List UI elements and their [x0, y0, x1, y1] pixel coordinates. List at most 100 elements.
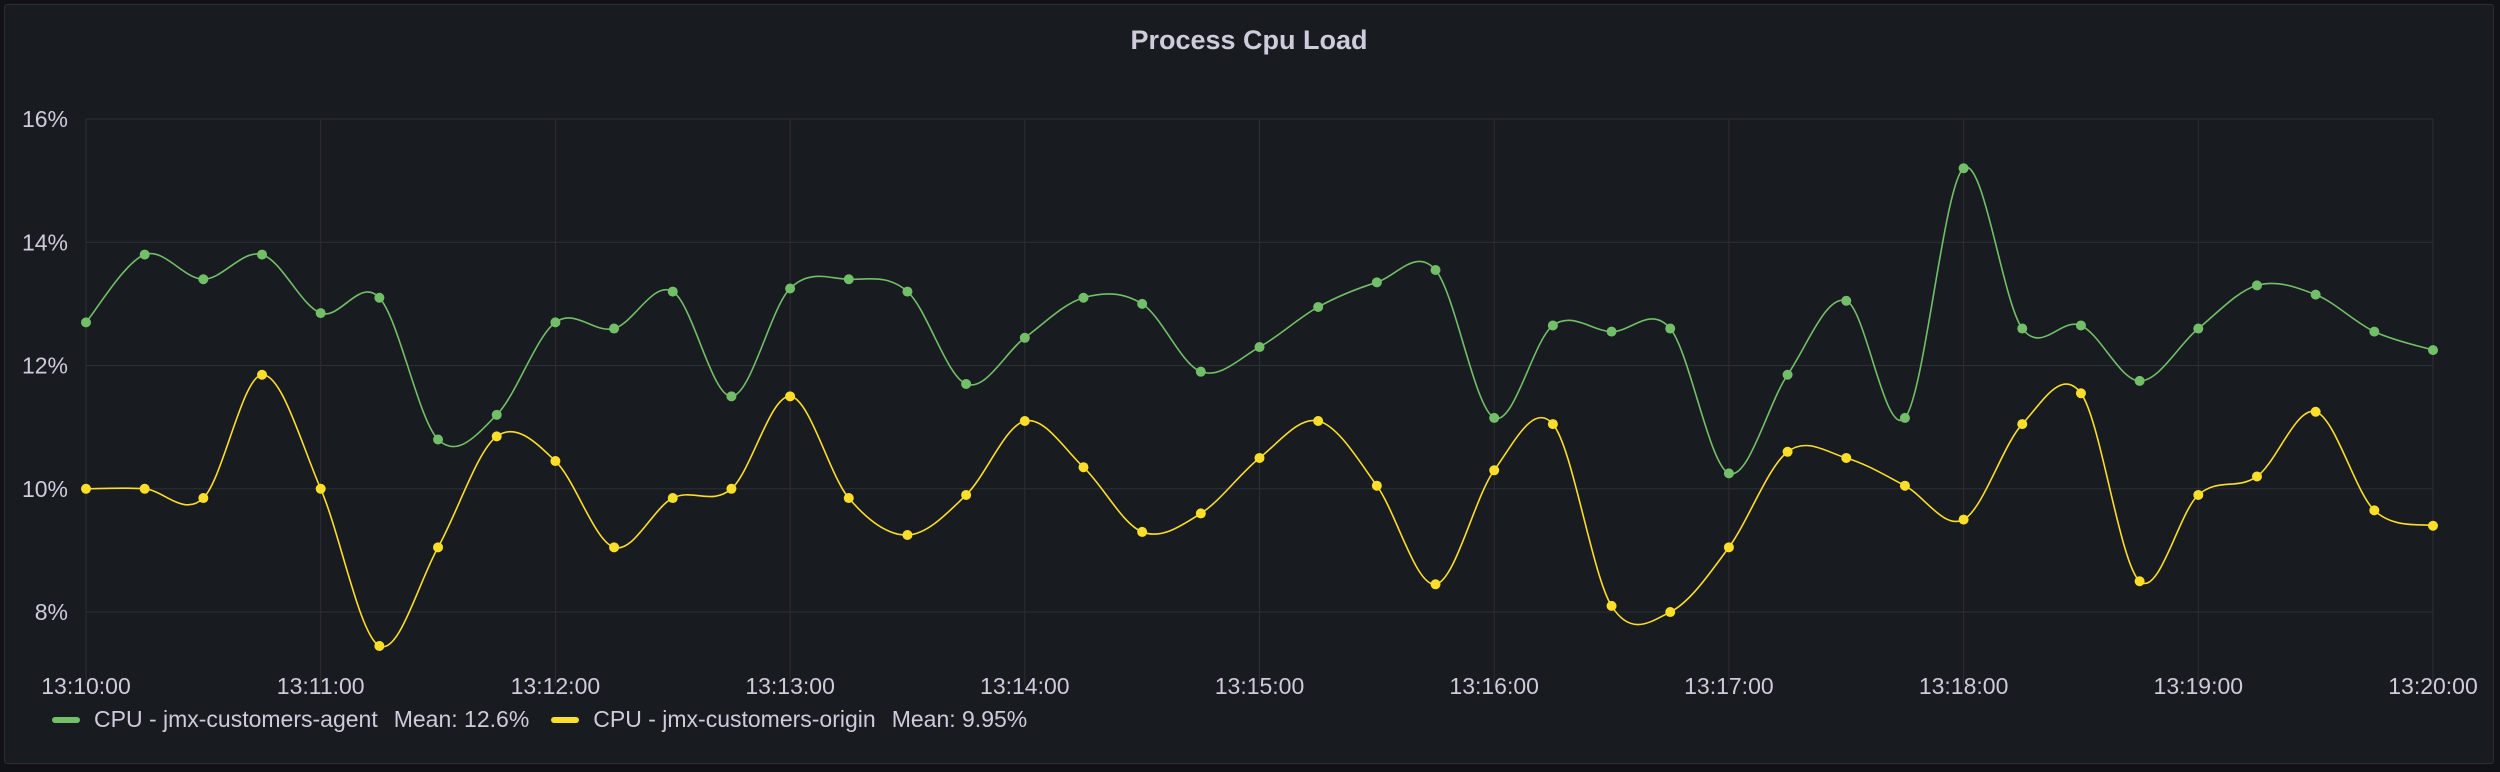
y-tick-label: 10%	[22, 476, 68, 502]
data-point[interactable]	[785, 283, 796, 294]
data-point[interactable]	[1665, 607, 1676, 618]
data-point[interactable]	[2134, 576, 2145, 587]
data-point[interactable]	[1723, 542, 1734, 553]
data-point[interactable]	[1078, 462, 1089, 473]
data-point[interactable]	[726, 483, 737, 494]
data-point[interactable]	[2134, 375, 2145, 386]
data-point[interactable]	[81, 317, 91, 328]
data-point[interactable]	[843, 274, 854, 285]
data-point[interactable]	[2369, 505, 2380, 516]
legend-swatch-origin	[551, 716, 580, 723]
data-point[interactable]	[1137, 526, 1148, 537]
data-point[interactable]	[374, 640, 385, 651]
data-point[interactable]	[1547, 320, 1558, 331]
data-point[interactable]	[257, 369, 268, 380]
data-point[interactable]	[2193, 323, 2204, 334]
data-point[interactable]	[1782, 369, 1793, 380]
data-point[interactable]	[2310, 289, 2321, 300]
data-point[interactable]	[609, 323, 620, 334]
data-point[interactable]	[2251, 471, 2262, 482]
data-point[interactable]	[1723, 468, 1734, 479]
data-point[interactable]	[1430, 264, 1441, 275]
y-tick-label: 8%	[35, 599, 68, 625]
data-point[interactable]	[667, 286, 678, 297]
data-point[interactable]	[1313, 415, 1324, 426]
data-point[interactable]	[1899, 412, 1910, 423]
data-point[interactable]	[1137, 298, 1148, 309]
data-point[interactable]	[785, 391, 796, 402]
data-point[interactable]	[1019, 415, 1030, 426]
data-point[interactable]	[2310, 406, 2321, 417]
data-point[interactable]	[961, 489, 972, 500]
data-point[interactable]	[550, 317, 561, 328]
data-point[interactable]	[1606, 600, 1617, 611]
legend-item-origin[interactable]: CPU - jmx-customers-origin Mean: 9.95%	[551, 706, 1027, 733]
data-point[interactable]	[609, 542, 620, 553]
data-point[interactable]	[1371, 480, 1382, 491]
data-point[interactable]	[1841, 452, 1852, 463]
x-tick-label: 13:14:00	[980, 673, 1070, 699]
legend: CPU - jmx-customers-agent Mean: 12.6% CP…	[52, 706, 1049, 733]
data-point[interactable]	[1782, 446, 1793, 457]
data-point[interactable]	[2075, 388, 2086, 399]
data-point[interactable]	[315, 483, 326, 494]
data-point[interactable]	[1958, 163, 1969, 174]
data-point[interactable]	[1254, 342, 1265, 353]
data-point[interactable]	[315, 308, 326, 319]
data-point[interactable]	[1606, 326, 1617, 337]
data-point[interactable]	[1078, 292, 1089, 303]
data-point[interactable]	[433, 542, 444, 553]
data-point[interactable]	[1841, 295, 1852, 306]
data-point[interactable]	[1019, 332, 1030, 343]
data-point[interactable]	[81, 483, 91, 494]
data-point[interactable]	[2017, 419, 2028, 430]
data-point[interactable]	[2251, 280, 2262, 291]
data-point[interactable]	[1313, 301, 1324, 312]
x-tick-label: 13:20:00	[2388, 673, 2478, 699]
legend-mean-origin: Mean: 9.95%	[891, 706, 1028, 732]
data-point[interactable]	[1547, 419, 1558, 430]
x-tick-label: 13:18:00	[1919, 673, 2009, 699]
legend-swatch-agent	[52, 716, 80, 723]
data-point[interactable]	[433, 434, 444, 445]
data-point[interactable]	[1371, 277, 1382, 288]
data-point[interactable]	[902, 530, 913, 541]
data-point[interactable]	[902, 286, 913, 297]
x-tick-label: 13:19:00	[2154, 673, 2244, 699]
series-line-0	[85, 166, 2434, 475]
data-point[interactable]	[1195, 366, 1206, 377]
x-tick-label: 13:16:00	[1449, 673, 1539, 699]
data-point[interactable]	[843, 493, 854, 504]
legend-item-agent[interactable]: CPU - jmx-customers-agent Mean: 12.6%	[52, 706, 529, 733]
data-point[interactable]	[550, 456, 561, 467]
data-point[interactable]	[2428, 345, 2438, 356]
data-point[interactable]	[1665, 323, 1676, 334]
data-point[interactable]	[2017, 323, 2028, 334]
panel-title[interactable]: Process Cpu Load	[1130, 25, 1368, 55]
data-point[interactable]	[2369, 326, 2380, 337]
data-point[interactable]	[2428, 520, 2438, 531]
data-point[interactable]	[1958, 514, 1969, 525]
y-tick-label: 16%	[22, 106, 68, 132]
data-point[interactable]	[257, 249, 268, 260]
data-point[interactable]	[491, 409, 502, 420]
data-point[interactable]	[1254, 452, 1265, 463]
data-point[interactable]	[198, 274, 209, 285]
chart-panel: Process Cpu Load	[4, 4, 2494, 764]
data-point[interactable]	[1489, 412, 1500, 423]
data-point[interactable]	[139, 483, 150, 494]
data-point[interactable]	[2075, 320, 2086, 331]
data-point[interactable]	[1899, 480, 1910, 491]
data-point[interactable]	[374, 292, 385, 303]
data-point[interactable]	[1489, 465, 1500, 476]
data-point[interactable]	[961, 379, 972, 390]
data-point[interactable]	[198, 493, 209, 504]
data-point[interactable]	[491, 431, 502, 442]
data-point[interactable]	[1195, 508, 1206, 519]
data-point[interactable]	[2193, 489, 2204, 500]
data-point[interactable]	[1430, 579, 1441, 590]
data-point[interactable]	[726, 391, 737, 402]
data-point[interactable]	[139, 249, 150, 260]
data-point[interactable]	[667, 493, 678, 504]
